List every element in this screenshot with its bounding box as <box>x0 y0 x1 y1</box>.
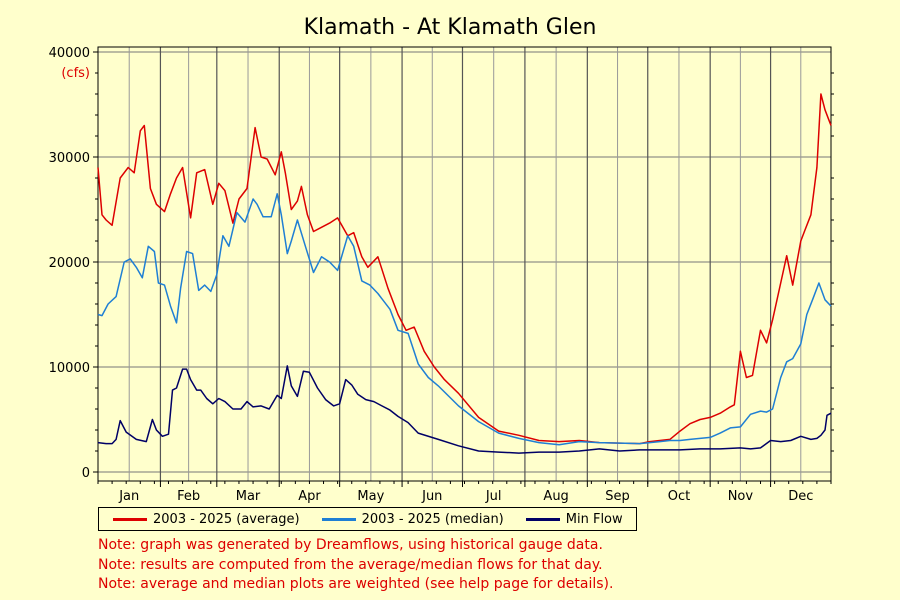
x-tick-label: Jul <box>485 489 502 504</box>
legend-label-average: 2003 - 2025 (average) <box>153 511 300 527</box>
grid-lines <box>98 47 831 481</box>
y-tick-label: 10000 <box>49 361 90 376</box>
y-tick-label: 20000 <box>49 256 90 271</box>
x-tick-label: Apr <box>298 489 321 504</box>
axes: 0 10000 20000 30000 40000 Jan Feb Mar Apr May Jun J… <box>49 46 834 504</box>
x-tick-label: Oct <box>668 489 690 504</box>
legend-item-average: 2003 - 2025 (average) <box>113 512 300 527</box>
y-tick-label: 30000 <box>49 151 90 166</box>
plot-frame <box>97 46 832 482</box>
series-lines <box>97 93 832 454</box>
legend-swatch-median <box>321 517 356 521</box>
x-tick-label: May <box>357 489 384 504</box>
chart-notes: Note: graph was generated by Dreamflows,… <box>98 536 613 595</box>
x-tick-label: Dec <box>788 489 813 504</box>
x-tick-label: Mar <box>236 489 261 504</box>
note-line-1: Note: graph was generated by Dreamflows,… <box>98 537 603 553</box>
x-tick-label: Jan <box>118 489 139 504</box>
chart-title: Klamath - At Klamath Glen <box>304 15 597 40</box>
x-tick-label: Feb <box>177 489 200 504</box>
legend-label-min-flow: Min Flow <box>565 511 623 527</box>
series-average-line <box>97 93 832 445</box>
note-line-3: Note: average and median plots are weigh… <box>98 576 614 592</box>
y-tick-label: 40000 <box>49 46 90 61</box>
x-tick-label: Aug <box>543 489 568 504</box>
legend-item-median: 2003 - 2025 (median) <box>321 511 504 527</box>
x-tick-label: Sep <box>605 489 630 504</box>
series-median-line <box>97 193 832 446</box>
legend-label-median: 2003 - 2025 (median) <box>361 511 504 527</box>
chart-legend: 2003 - 2025 (average) 2003 - 2025 (media… <box>98 507 637 531</box>
y-tick-label: 0 <box>82 466 90 481</box>
x-tick-label: Nov <box>728 489 754 504</box>
legend-swatch-min-flow <box>525 517 560 521</box>
x-tick-label: Jun <box>421 489 442 504</box>
legend-swatch-average <box>113 517 147 521</box>
series-min-flow-line <box>97 365 832 454</box>
legend-item-min-flow: Min Flow <box>525 511 623 527</box>
y-axis-unit-label: (cfs) <box>61 66 90 81</box>
note-line-2: Note: results are computed from the aver… <box>98 556 603 573</box>
